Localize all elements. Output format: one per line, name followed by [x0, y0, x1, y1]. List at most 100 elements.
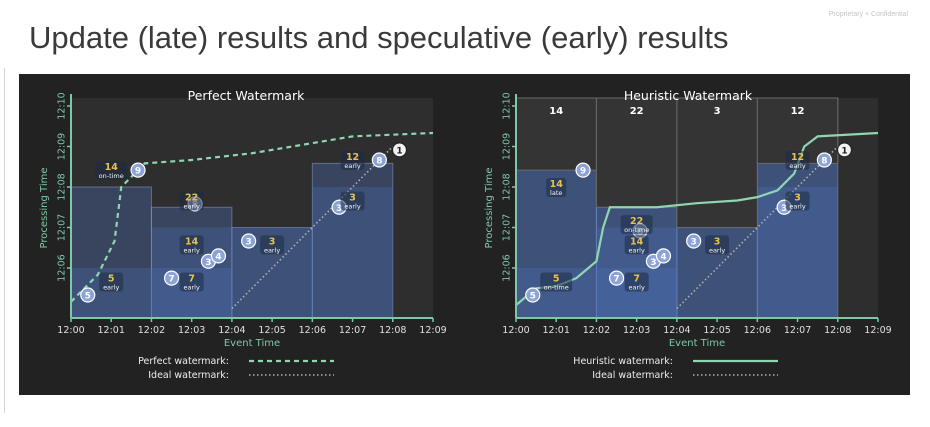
- x-tick-label: 12:04: [218, 325, 245, 336]
- y-tick-label: 12:07: [502, 214, 513, 241]
- data-point-label: 3: [336, 204, 342, 214]
- pane-timing: early: [709, 246, 725, 254]
- data-point: [210, 248, 227, 264]
- data-point-label: 9: [580, 167, 586, 177]
- data-point-label: 4: [660, 252, 666, 262]
- pane-label-bg: [540, 272, 573, 292]
- chart-panel: 59783433815early14on-time7early14early22…: [19, 74, 910, 395]
- unfired-region: [515, 97, 597, 171]
- chart-1: 142231259783433815on-time14late7early14e…: [484, 88, 892, 381]
- pane-value: 5: [108, 274, 115, 285]
- x-tick-label: 12:08: [824, 325, 851, 336]
- pane-label-bg: [179, 191, 204, 211]
- pane-label-bg: [99, 272, 124, 292]
- pane-label-bg: [705, 235, 730, 255]
- pane-timing: early: [264, 246, 280, 254]
- pane-label-bg: [340, 191, 365, 211]
- window-column: [311, 162, 394, 319]
- pane-value: 5: [553, 274, 560, 285]
- pane-label-bg: [620, 215, 653, 235]
- data-point-label: 1: [841, 146, 847, 156]
- plot-area: [71, 98, 433, 318]
- pane-label-bg: [340, 151, 365, 170]
- legend-label: Perfect watermark:: [138, 356, 229, 367]
- legend-label: Heuristic watermark:: [573, 356, 673, 367]
- data-point-label: 7: [613, 275, 619, 285]
- y-tick-label: 12:09: [502, 133, 513, 160]
- y-axis-title: Processing Time: [484, 167, 495, 248]
- pane-value: 3: [794, 193, 801, 204]
- data-point: [608, 270, 625, 286]
- x-tick-label: 12:09: [419, 325, 446, 336]
- pane-timing: early: [184, 284, 200, 292]
- data-point-label: 3: [691, 238, 697, 248]
- window-total: 3: [714, 106, 721, 117]
- pane-label-bg: [785, 151, 810, 170]
- data-point-label: 3: [205, 258, 211, 268]
- data-point-label: 8: [821, 157, 827, 167]
- pane-label-bg: [546, 178, 567, 197]
- x-axis-title: Event Time: [224, 338, 280, 349]
- pane-timing: early: [789, 203, 805, 211]
- x-tick-label: 12:02: [583, 325, 610, 336]
- data-point: [575, 162, 591, 178]
- pane-value: 14: [105, 162, 119, 173]
- data-point-label: 5: [530, 292, 536, 302]
- window-total: 12: [791, 106, 805, 117]
- y-axis-title: Processing Time: [39, 167, 50, 248]
- chart-title: Perfect Watermark: [188, 88, 305, 103]
- pane-band: [757, 163, 838, 318]
- data-point-label: 7: [168, 275, 174, 285]
- window-total: 22: [630, 106, 644, 117]
- x-tick-label: 12:03: [623, 325, 650, 336]
- perfect-watermark-line: [70, 131, 434, 303]
- pane-timing: early: [629, 246, 645, 254]
- x-tick-label: 12:03: [178, 325, 205, 336]
- pane-timing: on-time: [544, 284, 569, 292]
- x-tick-label: 12:07: [784, 325, 811, 336]
- data-point: [80, 287, 96, 303]
- y-tick-label: 12:08: [502, 173, 513, 200]
- data-point: [163, 270, 180, 286]
- pane-value: 22: [185, 193, 198, 204]
- legend-label: Ideal watermark:: [148, 370, 229, 381]
- data-point: [130, 162, 146, 178]
- pane-value: 3: [349, 193, 356, 204]
- y-tick-label: 12:07: [57, 214, 68, 241]
- data-point: [241, 233, 257, 249]
- pane-value: 7: [188, 274, 195, 285]
- unfired-region: [595, 97, 678, 208]
- window-total: 14: [549, 106, 563, 117]
- slide-title: Update (late) results and speculative (e…: [29, 20, 729, 55]
- data-point-label: 3: [246, 238, 252, 248]
- data-point-label: 3: [650, 258, 656, 268]
- pane-value: 3: [714, 236, 721, 247]
- x-tick-label: 12:05: [258, 325, 285, 336]
- pane-label-bg: [95, 161, 128, 181]
- slide-left-border: [4, 68, 5, 413]
- x-tick-label: 12:06: [299, 325, 326, 336]
- x-axis-title: Event Time: [669, 338, 725, 349]
- pane-timing: early: [789, 162, 805, 170]
- pane-timing: early: [184, 203, 200, 211]
- pane-value: 14: [550, 179, 564, 190]
- x-tick-label: 12:06: [744, 325, 771, 336]
- confidential-label: Proprietary + Confidential: [828, 11, 908, 18]
- x-tick-label: 12:05: [703, 325, 730, 336]
- chart-0: 59783433815early14on-time7early14early22…: [39, 88, 447, 381]
- pane-timing: early: [103, 284, 119, 292]
- x-tick-label: 12:09: [864, 325, 891, 336]
- pane-timing: early: [344, 203, 360, 211]
- legend-label: Ideal watermark:: [592, 370, 673, 381]
- data-point-label: 4: [215, 252, 221, 262]
- data-point: [525, 287, 541, 303]
- pane-value: 14: [185, 236, 199, 247]
- y-tick-label: 12:10: [502, 92, 513, 119]
- data-point: [371, 152, 387, 168]
- data-point-label: 8: [376, 157, 382, 167]
- pane-value: 12: [346, 152, 359, 163]
- y-tick-label: 12:06: [57, 254, 68, 281]
- pane-label-bg: [624, 272, 649, 292]
- x-tick-label: 12:00: [502, 325, 529, 336]
- data-point-label: 1: [396, 146, 402, 156]
